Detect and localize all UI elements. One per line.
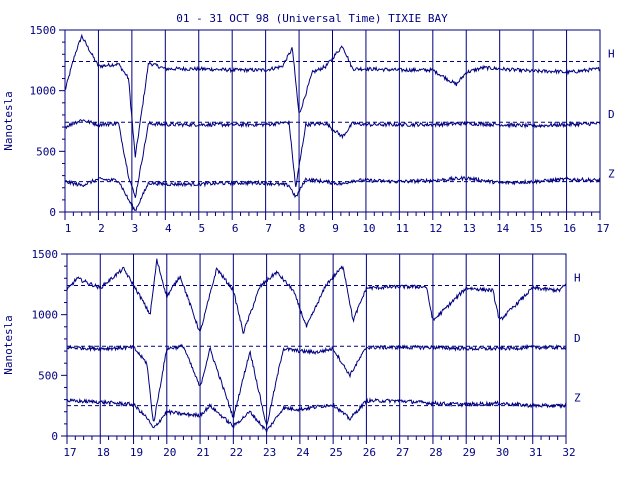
x-tick-label: 17	[596, 222, 609, 235]
y-tick-label: 1000	[32, 309, 59, 322]
x-tick-label: 13	[463, 222, 476, 235]
x-tick-label: 22	[230, 446, 243, 459]
x-tick-label: 11	[396, 222, 409, 235]
x-tick-label: 31	[529, 446, 542, 459]
x-tick-label: 16	[563, 222, 576, 235]
y-tick-label: 1000	[30, 85, 57, 98]
x-tick-label: 15	[530, 222, 543, 235]
y-tick-label: 1500	[30, 24, 57, 37]
trace-z	[67, 397, 566, 433]
x-tick-label: 4	[165, 222, 172, 235]
x-tick-label: 26	[363, 446, 376, 459]
x-tick-label: 17	[63, 446, 76, 459]
x-tick-label: 2	[98, 222, 105, 235]
y-tick-label: 1500	[32, 248, 59, 261]
x-tick-label: 12	[429, 222, 442, 235]
x-tick-label: 8	[299, 222, 306, 235]
y-axis-label: Nanotesla	[2, 91, 15, 151]
x-tick-label: 21	[196, 446, 209, 459]
y-tick-label: 500	[36, 145, 56, 158]
x-tick-label: 3	[132, 222, 139, 235]
x-tick-label: 23	[263, 446, 276, 459]
component-label-z: Z	[608, 168, 615, 181]
component-label-d: D	[574, 332, 581, 345]
x-tick-label: 19	[130, 446, 143, 459]
y-tick-label: 0	[51, 430, 58, 443]
chart-panel-1: 1 2 3 4 5 6 7 8 9 10 11 12 13 14 15 16 17050010001500Nan…	[2, 24, 615, 235]
x-tick-label: 10	[362, 222, 375, 235]
trace-z	[65, 175, 600, 212]
x-tick-label: 28	[429, 446, 442, 459]
component-label-h: H	[608, 48, 615, 61]
x-tick-label: 25	[330, 446, 343, 459]
chart-panel-2: 17 18 19 20 21 22 23 24 25 26 27 28 29 30 31 32 0 500 1000…	[2, 248, 581, 459]
x-tick-label: 6	[232, 222, 239, 235]
y-tick-label: 0	[49, 206, 56, 219]
trace-d	[67, 343, 566, 427]
x-tick-label: 14	[496, 222, 510, 235]
trace-h	[67, 258, 566, 334]
y-tick-label: 500	[38, 369, 58, 382]
y-axis-label: Nanotesla	[2, 315, 15, 375]
x-tick-label: 27	[396, 446, 409, 459]
plot-frame	[66, 253, 567, 437]
x-tick-label: 20	[163, 446, 176, 459]
x-tick-label: 18	[97, 446, 110, 459]
trace-d	[65, 119, 600, 198]
component-label-d: D	[608, 108, 615, 121]
figure-title: 01 - 31 OCT 98 (Universal Time) TIXIE BA…	[176, 12, 448, 25]
x-tick-label: 30	[496, 446, 509, 459]
x-tick-label: 32	[562, 446, 575, 459]
x-tick-label: 5	[198, 222, 205, 235]
x-tick-label: 29	[463, 446, 476, 459]
x-tick-label: 9	[332, 222, 339, 235]
component-label-z: Z	[574, 392, 581, 405]
component-label-h: H	[574, 272, 581, 285]
x-tick-label: 7	[265, 222, 272, 235]
trace-h	[65, 33, 600, 158]
x-tick-label: 1	[65, 222, 72, 235]
x-tick-label: 24	[296, 446, 310, 459]
panels: 1 2 3 4 5 6 7 8 9 10 11 12 13 14 15 16 17050010001500Nan…	[2, 24, 615, 459]
